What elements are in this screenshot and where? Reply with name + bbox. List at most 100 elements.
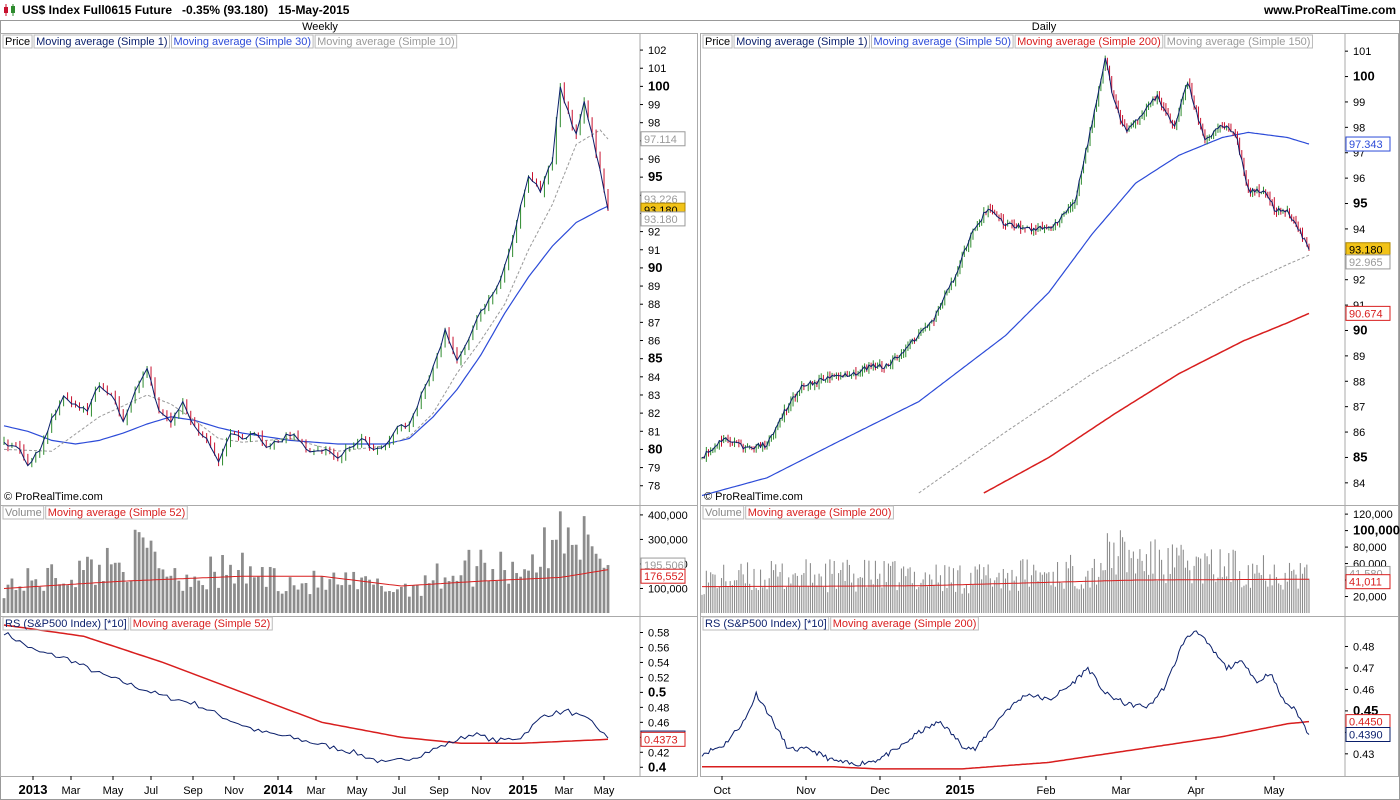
volume-bar (586, 534, 590, 613)
weekly-ytick-label: 80 (648, 441, 662, 456)
weekly-ytick-label: 100 (648, 78, 670, 93)
weekly-title: Weekly (302, 21, 338, 33)
volume-bar (547, 568, 550, 613)
volume-bar (539, 566, 542, 613)
volume-bar (50, 564, 54, 613)
volume-bar (10, 578, 14, 613)
volume-bar (942, 591, 944, 613)
volume-bar (1176, 547, 1178, 613)
volume-bar (853, 573, 855, 613)
daily-ytick-label: 92 (1353, 275, 1365, 287)
weekly-price-tag: 97.114 (644, 134, 677, 146)
volume-bar (1271, 585, 1273, 613)
volume-bar (1050, 585, 1052, 613)
volume-bar (1087, 570, 1089, 613)
volume-bar (844, 580, 846, 613)
volume-bar (113, 562, 117, 613)
volume-bar (1288, 562, 1291, 613)
weekly-rs-ytick-label: 0.48 (648, 702, 669, 714)
volume-bar (1217, 577, 1219, 613)
volume-bar (165, 576, 169, 613)
volume-bar (959, 565, 961, 613)
volume-bar (1020, 560, 1022, 613)
volume-bar (1083, 588, 1085, 613)
volume-bar (38, 586, 42, 613)
volume-bar (1143, 571, 1145, 613)
weekly-xtick-label: May (594, 785, 615, 797)
volume-bar (1030, 575, 1033, 613)
volume-bar (1085, 576, 1087, 613)
daily-volume-ma-line (702, 578, 1309, 588)
volume-bar (1187, 560, 1189, 613)
daily-legend-0: Price (705, 36, 730, 48)
volume-bar (427, 583, 431, 613)
daily-rs-legend-1: Moving average (Simple 200) (833, 618, 977, 630)
volume-bar (1208, 564, 1210, 613)
volume-bar (922, 579, 924, 613)
volume-bar (256, 576, 260, 613)
volume-bar (851, 582, 853, 613)
volume-bar (189, 586, 193, 613)
volume-bar (753, 568, 755, 613)
weekly-rs-ytick-label: 0.54 (648, 657, 669, 669)
volume-bar (1228, 553, 1230, 613)
volume-bar (1167, 548, 1169, 613)
weekly-ytick-label: 82 (648, 408, 660, 420)
volume-bar (1137, 558, 1139, 613)
volume-bar (507, 583, 511, 613)
volume-bar (1063, 588, 1065, 613)
daily-legend-box (1014, 34, 1164, 49)
volume-bar (777, 576, 779, 613)
volume-bar (1093, 558, 1095, 613)
volume-bar (443, 577, 447, 613)
volume-bar (822, 587, 824, 613)
volume-bar (471, 586, 475, 613)
daily-ytick-label: 89 (1353, 351, 1365, 363)
volume-bar (907, 568, 909, 613)
site-url[interactable]: www.ProRealTime.com (1263, 3, 1396, 17)
volume-bar (519, 576, 522, 613)
volume-bar (411, 585, 415, 613)
weekly-price-tag: 93.180 (644, 214, 678, 226)
volume-bar (770, 560, 772, 613)
weekly-xtick-label: Nov (471, 785, 491, 797)
weekly-rs-legend-box (2, 616, 130, 631)
volume-bar (475, 566, 479, 613)
volume-bar (1219, 549, 1221, 613)
volume-bar (570, 544, 574, 613)
volume-bar (590, 546, 594, 613)
volume-bar (900, 568, 902, 613)
volume-bar (1269, 574, 1271, 613)
daily-title: Daily (1032, 21, 1057, 33)
daily-rs-ytick-label: 0.46 (1353, 684, 1374, 696)
weekly-rs-legend-box (130, 616, 273, 631)
volume-bar (268, 566, 272, 613)
volume-bar (1015, 576, 1017, 613)
volume-bar (1226, 576, 1228, 613)
volume-bar (905, 576, 907, 613)
daily-vol-tag-box (1345, 574, 1391, 590)
volume-bar (74, 587, 77, 613)
volume-bar (1204, 553, 1206, 613)
volume-bar (1258, 572, 1260, 613)
daily-ytick-label: 100 (1353, 69, 1375, 84)
volume-bar (812, 582, 814, 613)
daily-legend-box (702, 34, 733, 49)
volume-bar (1119, 530, 1121, 613)
volume-bar (1148, 574, 1150, 613)
daily-ma150-line (918, 254, 1310, 494)
volume-bar (866, 587, 868, 613)
daily-ytick-label: 98 (1353, 122, 1365, 134)
volume-bar (768, 578, 770, 613)
volume-bar (898, 582, 900, 613)
volume-bar (918, 587, 920, 613)
volume-bar (34, 579, 38, 613)
volume-bar (968, 593, 970, 613)
volume-bar (996, 577, 998, 613)
volume-bar (125, 582, 129, 613)
volume-bar (707, 582, 710, 613)
volume-bar (1091, 567, 1093, 613)
volume-bar (1052, 571, 1054, 613)
weekly-legend-2: Moving average (Simple 30) (174, 36, 312, 48)
volume-bar (109, 564, 113, 613)
